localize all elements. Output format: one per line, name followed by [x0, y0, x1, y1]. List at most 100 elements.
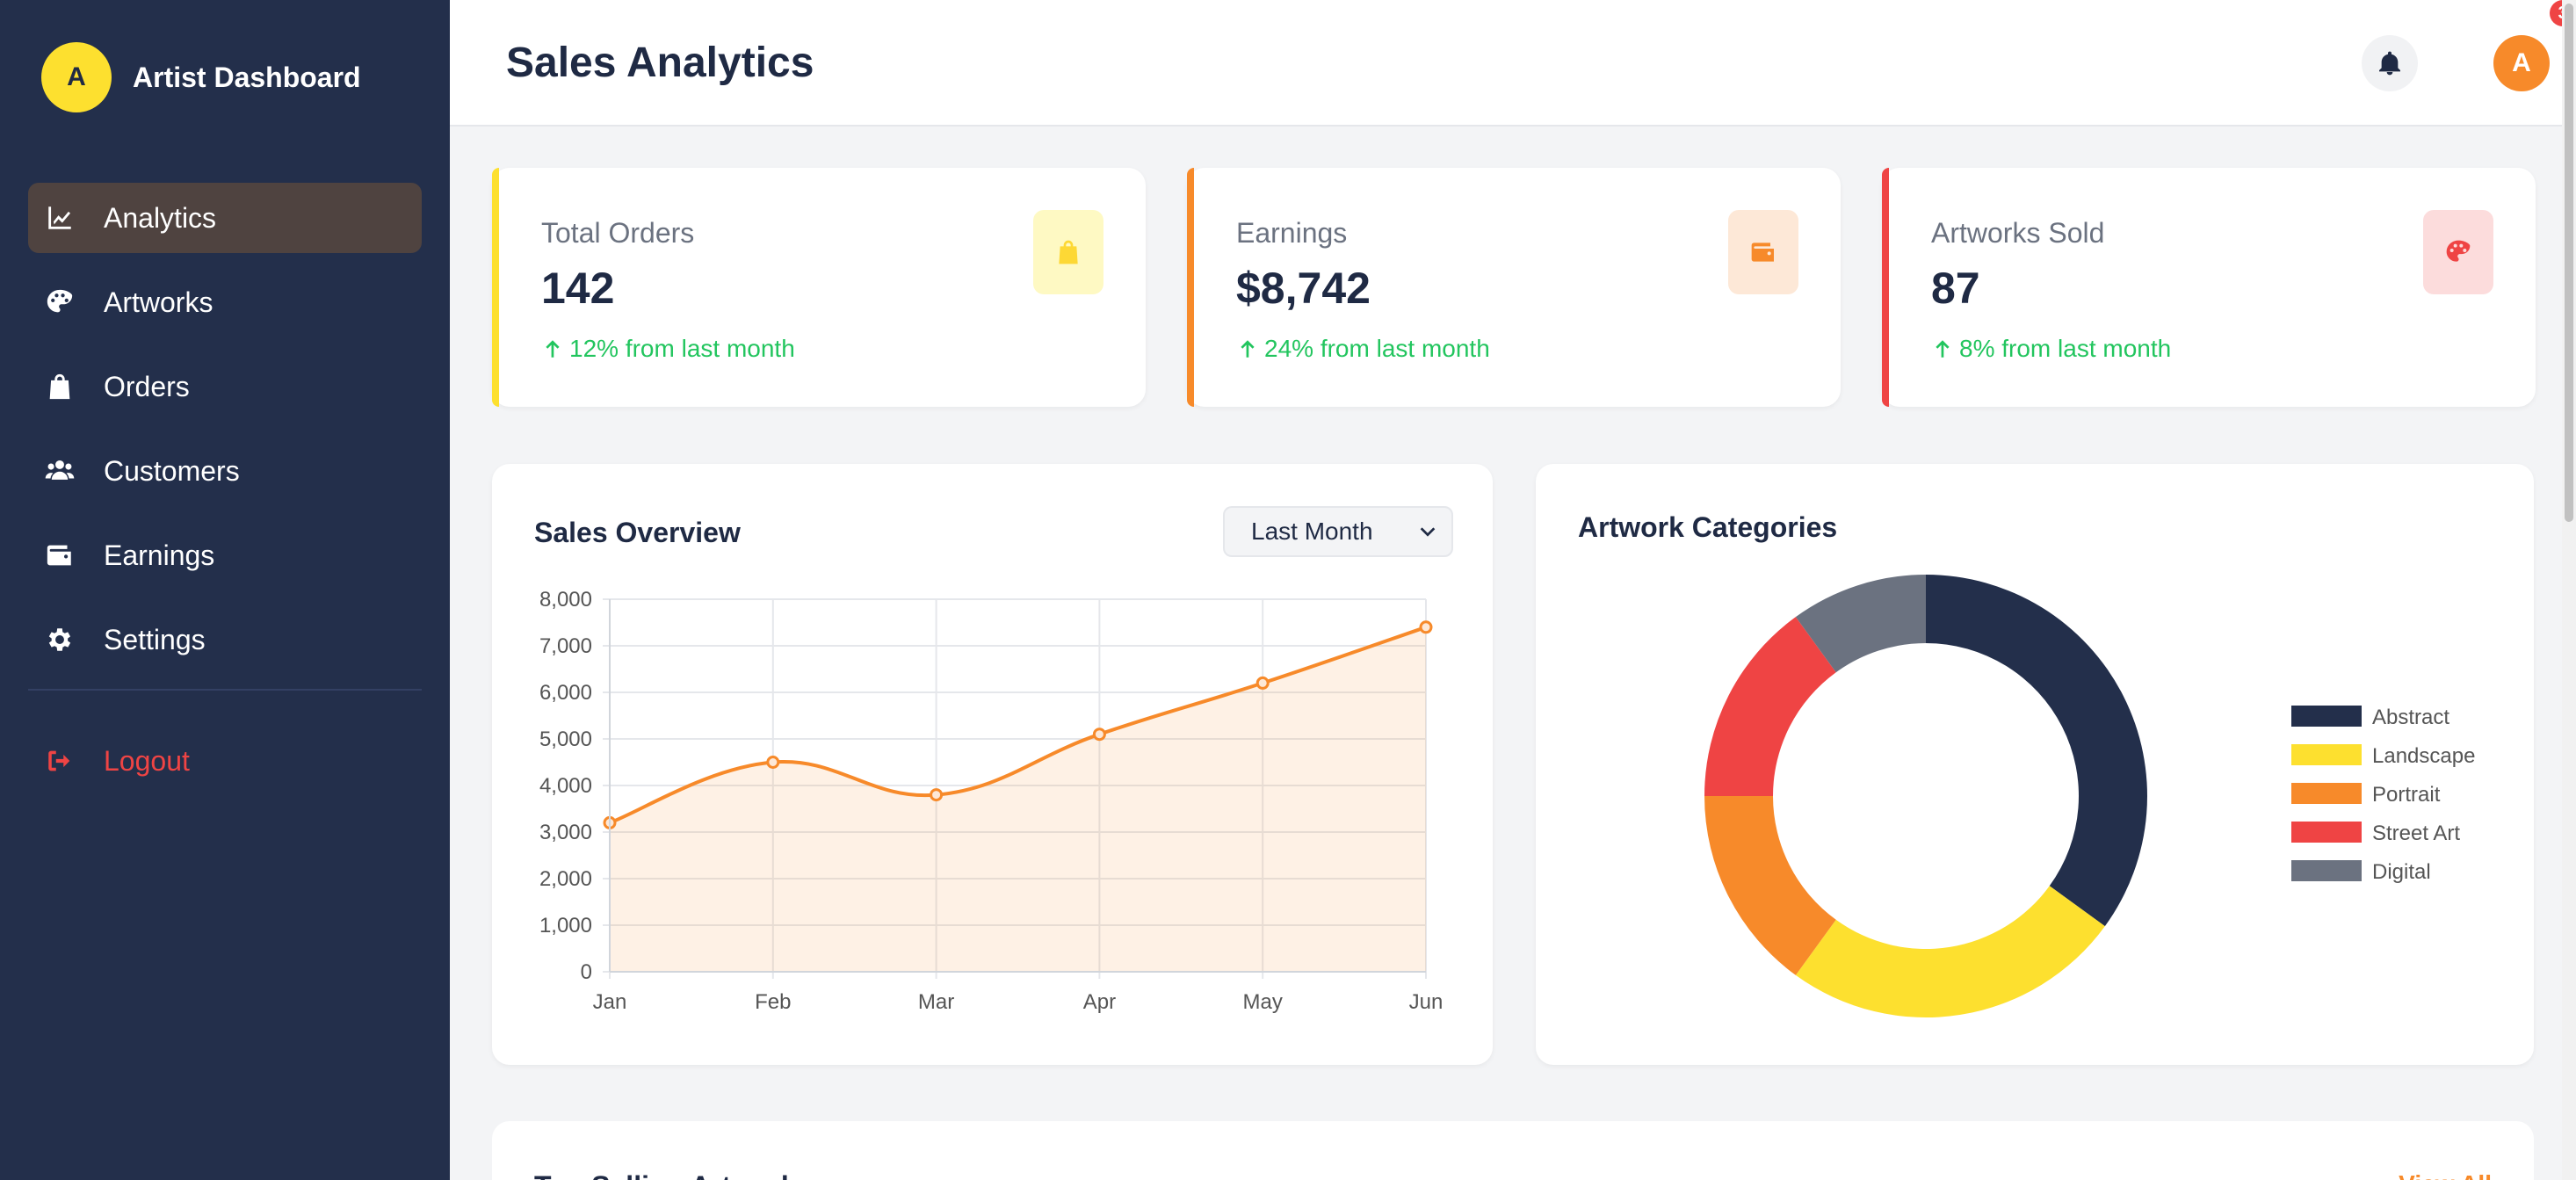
brand-title: Artist Dashboard [133, 61, 361, 93]
donut-slice[interactable] [1795, 886, 2105, 1017]
y-tick-label: 1,000 [539, 914, 592, 937]
stat-label: Earnings [1236, 217, 1348, 249]
arrow-up-icon [546, 340, 560, 358]
chevron-down-icon [1420, 527, 1436, 537]
sidebar-item-customers[interactable]: Customers [28, 436, 422, 506]
user-avatar[interactable]: A [2493, 35, 2550, 91]
legend-swatch [2291, 744, 2362, 765]
data-point[interactable] [930, 788, 944, 802]
stat-change: 12% from last month [541, 335, 795, 363]
sidebar-item-earnings[interactable]: Earnings [28, 520, 422, 590]
sales-overview-title: Sales Overview [534, 517, 741, 548]
y-tick-label: 7,000 [539, 634, 592, 658]
donut-slice[interactable] [1704, 617, 1836, 796]
sidebar-divider [28, 689, 422, 691]
legend-swatch [2291, 822, 2362, 843]
bell-icon [2379, 51, 2400, 76]
x-tick-label: Feb [755, 990, 791, 1014]
artwork-categories-title: Artwork Categories [1578, 511, 1838, 543]
stat-value: $8,742 [1236, 264, 1371, 313]
stat-icon-box [1033, 210, 1103, 294]
area-fill [610, 626, 1426, 972]
sidebar-item-label: Earnings [104, 539, 215, 571]
x-tick-label: May [1243, 990, 1283, 1014]
gear-icon [44, 624, 76, 655]
stat-change: 8% from last month [1931, 335, 2171, 363]
data-point[interactable] [766, 756, 780, 769]
users-icon [44, 455, 76, 487]
shopping-bag-icon [44, 371, 76, 402]
stat-change: 24% from last month [1236, 335, 1490, 363]
stat-icon-box [2423, 210, 2493, 294]
arrow-up-icon [1936, 340, 1950, 358]
legend-label: Digital [2372, 860, 2431, 884]
sidebar-item-label: Orders [104, 370, 190, 402]
stat-label: Total Orders [541, 217, 695, 249]
brand: A Artist Dashboard [41, 42, 361, 112]
legend-label: Portrait [2372, 783, 2441, 807]
page-title: Sales Analytics [506, 40, 814, 86]
sidebar-item-label: Analytics [104, 201, 217, 234]
wallet-icon [44, 539, 76, 571]
arrow-up-icon [1241, 340, 1255, 358]
x-tick-label: Jan [593, 990, 627, 1014]
x-tick-label: Mar [918, 990, 954, 1014]
logout-label: Logout [104, 744, 190, 777]
legend-swatch [2291, 783, 2362, 804]
scrollbar-thumb[interactable] [2565, 4, 2573, 522]
sidebar-item-label: Settings [104, 623, 206, 655]
y-tick-label: 2,000 [539, 867, 592, 891]
period-select-value: Last Month [1251, 518, 1373, 545]
sidebar-item-analytics[interactable]: Analytics [28, 183, 422, 253]
legend-label: Landscape [2372, 744, 2475, 768]
y-tick-label: 6,000 [539, 681, 592, 705]
donut-slice[interactable] [1926, 575, 2147, 927]
top-selling-title: Top Selling Artworks [534, 1170, 812, 1180]
notifications-button[interactable] [2362, 35, 2418, 91]
x-tick-label: Apr [1083, 990, 1116, 1014]
view-all-link[interactable]: View All [2399, 1170, 2492, 1180]
sidebar-item-label: Customers [104, 454, 240, 487]
data-point[interactable] [1419, 620, 1433, 634]
brand-logo: A [41, 42, 112, 112]
top-selling-card: Top Selling Artworks View All [492, 1121, 2534, 1180]
legend-label: Street Art [2372, 822, 2460, 845]
top-header: Sales Analytics A 3 [450, 0, 2576, 127]
stat-accent-bar [1882, 168, 1889, 407]
shopping-bag-icon [1059, 240, 1078, 264]
palette-icon [44, 286, 76, 318]
data-point[interactable] [1255, 676, 1270, 690]
logout-button[interactable]: Logout [28, 726, 422, 796]
sales-line-chart: 0 1,000 2,000 3,000 4,000 5,000 6,000 7,000 8,00… [539, 588, 1443, 1014]
stat-change-text: 24% from last month [1264, 335, 1490, 362]
palette-icon [2446, 240, 2471, 262]
sidebar-nav: Analytics Artworks Orders Customers Earn… [28, 183, 422, 810]
sales-overview-card: Sales Overview Last Month 0 1,000 2,000 3,0… [492, 464, 1493, 1065]
y-tick-label: 4,000 [539, 774, 592, 798]
sidebar-item-artworks[interactable]: Artworks [28, 267, 422, 337]
period-select[interactable]: Last Month [1223, 506, 1453, 557]
data-point[interactable] [1092, 728, 1106, 742]
chart-line-icon [44, 202, 76, 234]
stat-accent-bar [492, 168, 499, 407]
sidebar-item-label: Artworks [104, 286, 213, 318]
y-tick-label: 0 [581, 960, 592, 984]
donut-slice[interactable] [1795, 575, 1926, 673]
y-tick-label: 8,000 [539, 588, 592, 612]
stat-accent-bar [1187, 168, 1194, 407]
donut-slice[interactable] [1704, 796, 1836, 975]
stat-card-total-orders: Total Orders 142 12% from last month [492, 168, 1146, 407]
y-tick-label: 3,000 [539, 821, 592, 844]
stat-value: 87 [1931, 264, 1980, 313]
y-tick-label: 5,000 [539, 728, 592, 751]
stat-label: Artworks Sold [1931, 217, 2105, 249]
sidebar-item-settings[interactable]: Settings [28, 604, 422, 675]
legend-label: Abstract [2372, 706, 2449, 729]
sales-line [609, 625, 1427, 825]
scrollbar[interactable] [2562, 0, 2576, 1180]
stat-card-earnings: Earnings $8,742 24% from last month [1187, 168, 1841, 407]
legend-swatch [2291, 706, 2362, 727]
categories-donut-chart: Abstract Landscape Portrait Street Art Digit… [1704, 575, 2475, 1017]
stat-change-text: 12% from last month [569, 335, 795, 362]
sidebar-item-orders[interactable]: Orders [28, 351, 422, 422]
